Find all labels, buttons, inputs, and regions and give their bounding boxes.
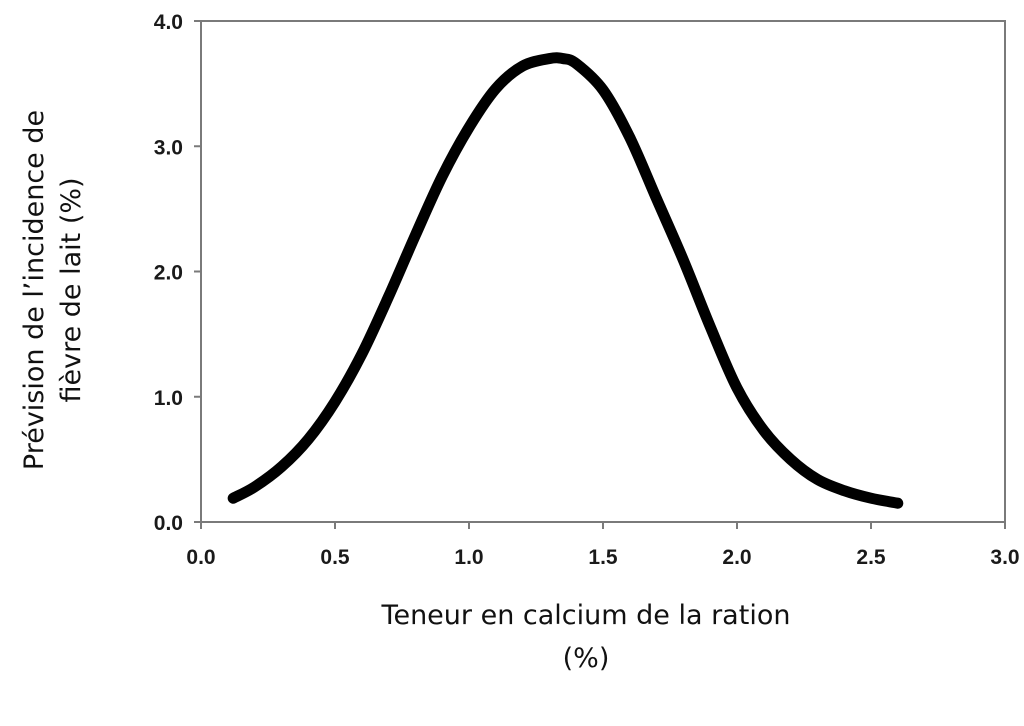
x-axis-unit: (%) <box>563 643 610 674</box>
y-axis-title: Prévision de l’incidence de <box>19 110 50 470</box>
x-tick-label: 0.0 <box>186 546 215 569</box>
x-tick-label: 1.0 <box>454 546 483 569</box>
y-tick-label: 1.0 <box>154 387 183 410</box>
x-tick-label: 0.5 <box>320 546 350 569</box>
series-line <box>227 52 904 509</box>
y-tick-label: 0.0 <box>154 512 183 535</box>
x-tick-label: 3.0 <box>990 546 1019 569</box>
x-tick-label: 1.5 <box>588 546 618 569</box>
x-tick-label: 2.5 <box>856 546 886 569</box>
y-tick-label: 4.0 <box>154 11 183 34</box>
y-tick-label: 2.0 <box>154 262 183 285</box>
y-tick-label: 3.0 <box>154 136 183 159</box>
x-axis-title: Teneur en calcium de la ration <box>381 600 791 631</box>
y-axis-title-line2: fièvre de lait (%) <box>56 177 87 402</box>
x-tick-label: 2.0 <box>722 546 751 569</box>
